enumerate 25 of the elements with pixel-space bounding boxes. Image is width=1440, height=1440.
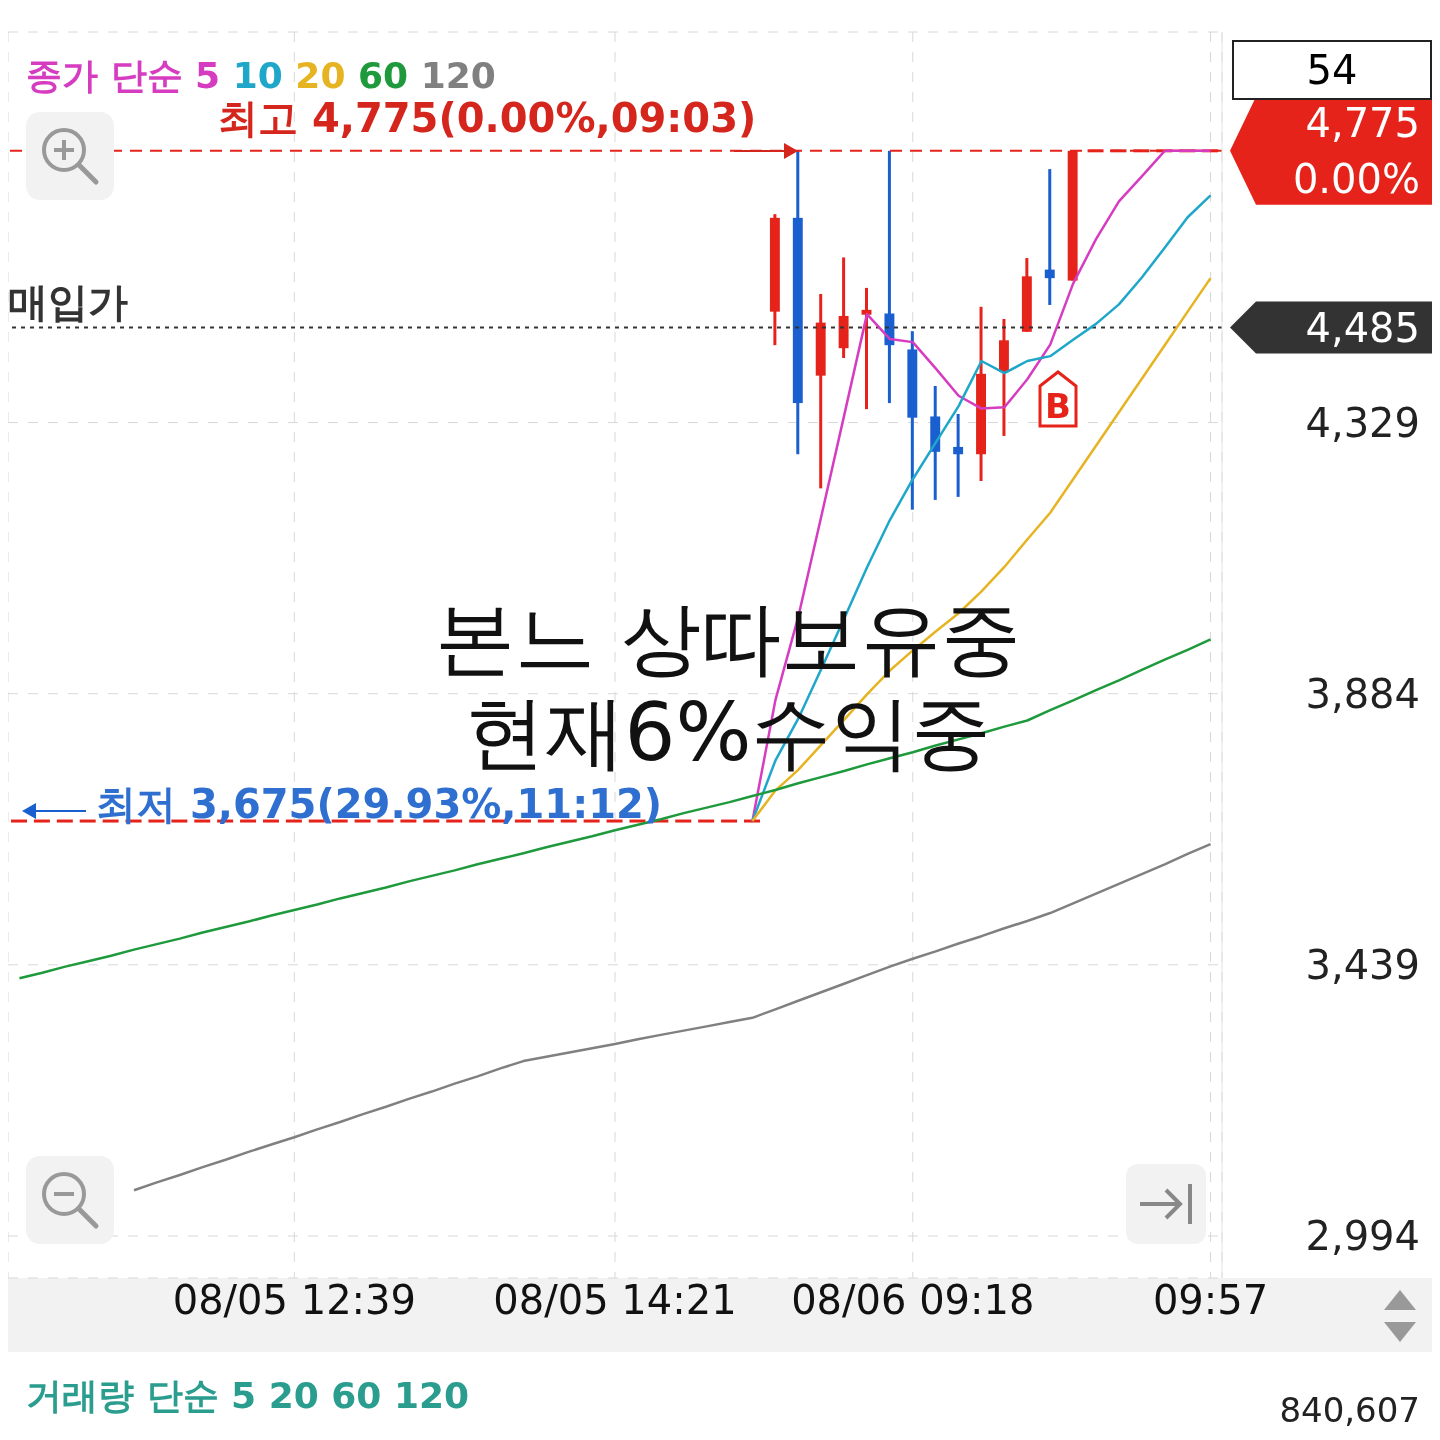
- x-tick-label: 08/06 09:18: [791, 1277, 1035, 1324]
- y-tick-label: 3,884: [1305, 670, 1420, 717]
- text: 20: [295, 55, 347, 96]
- x-tick-label: 08/05 14:21: [493, 1277, 737, 1324]
- x-tick-label: 08/05 12:39: [172, 1277, 416, 1324]
- y-tick-label: 4,329: [1305, 399, 1420, 446]
- annotation: 최고 4,775(0.00%,09:03): [218, 93, 757, 143]
- y-tick-label: 3,439: [1305, 941, 1420, 988]
- line-series: [132, 842, 1212, 1192]
- text: 4,485: [1305, 303, 1420, 352]
- annotation: 최저 3,675(29.93%,11:12): [96, 780, 663, 830]
- text: 120: [420, 55, 496, 96]
- legend-title: 종가 단순: [26, 55, 184, 96]
- text: 60: [358, 55, 410, 96]
- text: 840,607: [1279, 1390, 1420, 1430]
- y-tick-label: 2,994: [1305, 1212, 1420, 1259]
- text: 0.00%: [1292, 154, 1420, 203]
- x-tick-label: 09:57: [1152, 1277, 1269, 1324]
- text: 4,775: [1305, 98, 1420, 147]
- text: 10: [232, 55, 284, 96]
- text: 54: [1232, 40, 1432, 100]
- text: 거래량 단순 5 20 60 120: [26, 1374, 470, 1418]
- ref-line-label: 매입가: [8, 278, 128, 325]
- annotation: B: [1044, 386, 1072, 426]
- text: 5: [195, 55, 222, 96]
